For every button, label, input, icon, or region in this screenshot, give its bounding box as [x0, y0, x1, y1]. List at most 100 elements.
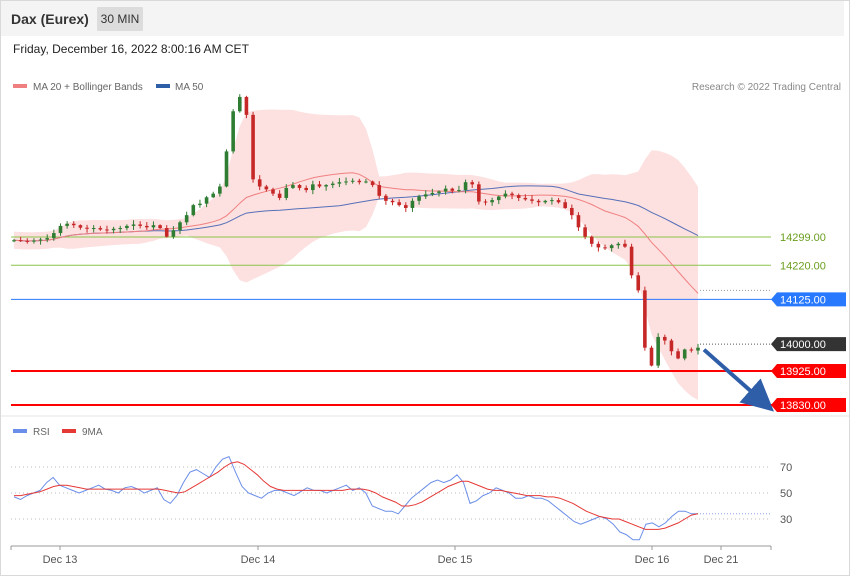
candle — [191, 203, 196, 217]
candle — [682, 348, 687, 361]
candle — [65, 221, 69, 229]
rsi-ma-legend-label: 9MA — [82, 427, 103, 438]
candle — [71, 221, 76, 228]
ma20-legend-swatch — [13, 84, 27, 88]
candle — [463, 179, 468, 194]
candle — [32, 238, 36, 244]
level-label: 14220.00 — [780, 260, 826, 272]
candle — [423, 190, 428, 199]
candle — [304, 185, 308, 193]
candle — [530, 195, 534, 204]
x-tick-label: Dec 13 — [43, 554, 78, 566]
candle — [609, 243, 614, 252]
level-tag-last — [771, 337, 846, 352]
candle — [52, 229, 56, 241]
candle — [224, 149, 229, 188]
rsi-tick-label: 70 — [780, 462, 792, 474]
candle — [643, 286, 647, 351]
x-tick-label: Dec 14 — [241, 554, 276, 566]
ma20-legend-label: MA 20 + Bollinger Bands — [33, 82, 143, 93]
chart-header: Dax (Eurex) 30 MIN — [1, 1, 844, 36]
candle — [171, 226, 176, 239]
candle — [105, 225, 109, 234]
candle — [198, 199, 202, 208]
candle — [218, 183, 222, 197]
candle — [98, 225, 103, 231]
candle — [662, 334, 667, 345]
candle — [384, 194, 388, 205]
forecast-arrow — [702, 348, 774, 412]
candle — [397, 199, 401, 207]
candle — [656, 333, 660, 368]
candle — [350, 178, 355, 184]
candle — [257, 175, 262, 191]
candle — [251, 111, 255, 183]
rsi-tick-label: 50 — [780, 488, 792, 500]
bollinger-band — [14, 109, 698, 400]
candle — [470, 180, 475, 188]
candle — [211, 191, 216, 199]
candle — [58, 223, 63, 236]
candle — [377, 181, 382, 199]
candle — [443, 185, 448, 195]
candle — [536, 199, 541, 207]
candle — [496, 195, 501, 205]
candle — [78, 224, 83, 230]
candle — [596, 241, 601, 252]
candle — [311, 180, 315, 195]
candle — [689, 347, 694, 353]
candle — [576, 212, 581, 231]
candle — [410, 198, 415, 212]
candle — [676, 348, 680, 360]
candle — [85, 224, 89, 233]
candle — [669, 338, 674, 356]
level-label: 13925.00 — [780, 366, 826, 378]
candle — [550, 197, 554, 205]
level-label: 14125.00 — [780, 294, 826, 306]
candle — [244, 95, 249, 119]
candle — [583, 224, 587, 240]
candle — [284, 184, 289, 201]
candle — [483, 199, 488, 206]
candle — [91, 225, 96, 233]
candle — [204, 195, 209, 208]
level-tag-support — [771, 398, 846, 412]
level-tag-support — [771, 363, 846, 378]
rsi-legend-swatch — [13, 429, 27, 433]
rsi-ma-line — [14, 461, 699, 530]
candle — [45, 234, 50, 243]
candle — [404, 202, 408, 212]
candle — [145, 222, 149, 230]
candle — [370, 180, 375, 188]
candle — [138, 221, 142, 229]
x-tick-label: Dec 15 — [438, 554, 473, 566]
candle — [570, 204, 574, 220]
candle — [616, 242, 621, 249]
x-tick-label: Dec 16 — [635, 554, 670, 566]
ma50-legend-label: MA 50 — [175, 82, 204, 93]
candle — [696, 343, 700, 355]
candle — [503, 190, 508, 199]
candle — [118, 225, 123, 233]
copyright-text: Research © 2022 Trading Central — [692, 82, 841, 93]
candle — [457, 185, 461, 193]
candle — [589, 235, 594, 247]
candle — [317, 180, 322, 189]
candle — [510, 191, 514, 200]
candle — [364, 179, 368, 184]
chart-datetime: Friday, December 16, 2022 8:00:16 AM CET — [13, 42, 249, 56]
candle — [523, 194, 528, 201]
candle — [390, 198, 395, 206]
candle — [291, 182, 295, 189]
candle — [237, 94, 242, 113]
ma20-line — [13, 172, 699, 294]
timeframe-button[interactable]: 30 MIN — [97, 7, 143, 31]
rsi-legend-label: RSI — [33, 427, 50, 438]
candle — [417, 194, 421, 205]
candle — [450, 187, 455, 194]
candle — [277, 190, 282, 201]
candle — [131, 220, 136, 230]
candle — [178, 220, 182, 235]
candle — [629, 243, 634, 279]
